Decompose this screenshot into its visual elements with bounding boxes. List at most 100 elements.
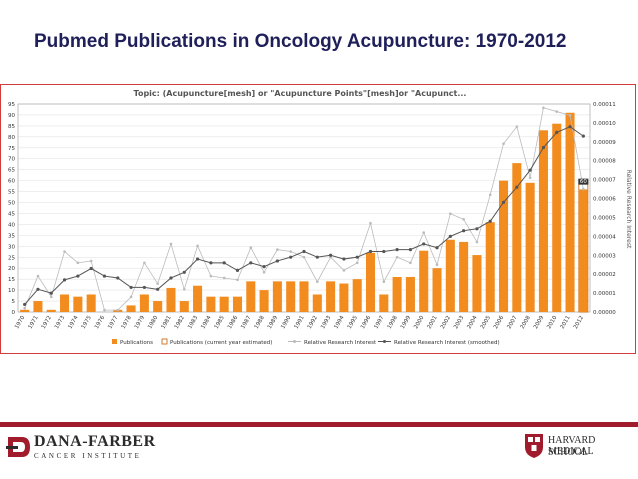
relative-interest-point xyxy=(182,288,186,291)
x-tick-label: 2009 xyxy=(533,315,545,331)
relative-interest-point xyxy=(36,274,40,278)
x-tick-label: 1999 xyxy=(400,315,412,331)
left-tick-label: 75 xyxy=(8,146,15,152)
x-tick-label: 1993 xyxy=(320,315,332,331)
bar xyxy=(153,301,163,312)
smoothed-interest-point xyxy=(116,276,120,280)
smoothed-interest-point xyxy=(501,200,506,204)
dana-farber-name: DANA-FARBER xyxy=(34,433,156,450)
relative-interest-point xyxy=(236,278,239,282)
relative-interest-point xyxy=(143,261,146,265)
relative-interest-point xyxy=(103,308,106,312)
right-tick-label: 0.00002 xyxy=(593,272,616,278)
bar xyxy=(60,294,70,312)
relative-interest-point xyxy=(156,282,159,285)
x-tick-label: 2005 xyxy=(480,315,492,331)
smoothed-interest-point xyxy=(528,168,532,172)
dana-farber-subtitle: CANCER INSTITUTE xyxy=(34,452,142,460)
smoothed-interest-point xyxy=(435,246,439,250)
bar xyxy=(299,281,309,312)
bar xyxy=(33,301,43,312)
x-tick-label: 1984 xyxy=(200,315,212,331)
x-tick-label: 1973 xyxy=(54,315,66,331)
x-tick-label: 1982 xyxy=(174,315,186,330)
relative-interest-point xyxy=(488,193,492,197)
bar xyxy=(405,276,415,312)
relative-interest-point xyxy=(382,280,386,284)
left-tick-label: 5 xyxy=(12,299,16,305)
bar xyxy=(419,250,429,312)
smoothed-interest-point xyxy=(182,270,186,274)
relative-interest-point xyxy=(409,261,412,265)
relative-interest-point xyxy=(542,106,545,110)
smoothed-interest-point xyxy=(275,259,279,263)
bar xyxy=(193,285,203,312)
x-tick-label: 2002 xyxy=(440,315,452,330)
smoothed-interest-point xyxy=(422,242,426,246)
relative-interest-point xyxy=(502,142,505,146)
x-tick-label: 1987 xyxy=(240,315,252,331)
relative-interest-point xyxy=(475,240,479,244)
bars-group xyxy=(20,112,589,313)
bar xyxy=(246,281,256,312)
x-tick-label: 1992 xyxy=(307,315,319,330)
legend-swatch xyxy=(112,339,117,344)
smoothed-interest-point xyxy=(555,130,559,134)
x-tick-label: 1970 xyxy=(14,315,26,331)
relative-interest-point xyxy=(435,263,439,267)
relative-interest-point xyxy=(209,274,213,278)
x-tick-label: 1998 xyxy=(387,315,399,331)
right-tick-label: 0.00000 xyxy=(593,310,616,316)
smoothed-interest-point xyxy=(129,285,133,290)
x-tick-label: 1981 xyxy=(161,315,173,330)
smoothed-interest-point xyxy=(169,276,173,280)
x-tick-label: 1986 xyxy=(227,315,239,331)
x-tick-label: 1980 xyxy=(147,315,159,331)
bar xyxy=(552,123,562,312)
right-tick-label: 0.00003 xyxy=(593,253,616,259)
x-tick-label: 1995 xyxy=(347,315,359,331)
left-axis-ticks: 0 5 10 15 20 25 30 35 40 45 50 55 60 65 70 75 80 85 90 95 xyxy=(8,102,16,316)
x-tick-label: 2001 xyxy=(427,315,439,330)
smoothed-interest-point xyxy=(249,261,253,265)
smoothed-interest-point xyxy=(89,266,93,271)
smoothed-interest-point xyxy=(568,125,572,129)
right-tick-label: 0.00010 xyxy=(593,121,616,127)
bar xyxy=(73,296,83,312)
x-tick-label: 1975 xyxy=(81,315,93,331)
right-tick-label: 0.00006 xyxy=(593,197,616,203)
x-tick-label: 1988 xyxy=(254,315,266,331)
x-tick-label: 1985 xyxy=(214,315,226,331)
relative-interest-point xyxy=(515,125,519,128)
smoothed-interest-point xyxy=(448,234,452,238)
harvard-line-1: HARVARD MEDICAL xyxy=(548,435,596,457)
relative-interest-point xyxy=(129,295,133,299)
relative-interest-point xyxy=(49,295,53,299)
footer-accent-line xyxy=(0,422,638,427)
bar xyxy=(326,281,336,312)
x-tick-label: 1990 xyxy=(280,315,292,331)
right-axis-label: Relative Research Interest xyxy=(625,170,632,249)
relative-interest-point xyxy=(196,244,199,248)
left-tick-label: 45 xyxy=(8,211,15,217)
relative-interest-point xyxy=(63,250,66,253)
x-tick-label: 2010 xyxy=(546,315,558,331)
bar xyxy=(86,294,96,312)
bar xyxy=(219,296,229,312)
legend-swatch-dot xyxy=(383,340,386,343)
relative-interest-point xyxy=(302,255,306,259)
bar xyxy=(139,294,149,312)
x-tick-label: 1972 xyxy=(41,315,53,330)
smoothed-interest-point xyxy=(475,227,479,231)
relative-interest-point xyxy=(76,261,80,265)
legend-swatch-dot xyxy=(293,340,296,343)
smoothed-interest-point xyxy=(382,249,386,254)
smoothed-interest-point xyxy=(102,274,107,278)
bar xyxy=(485,222,495,312)
left-tick-label: 50 xyxy=(8,201,15,207)
x-tick-label: 2008 xyxy=(520,315,532,331)
relative-interest-point xyxy=(276,248,279,251)
chart-title: Topic: (Acupuncture[mesh] or "Acupunctur… xyxy=(134,89,467,98)
smoothed-interest-point xyxy=(209,261,213,265)
smoothed-interest-point xyxy=(222,261,226,265)
